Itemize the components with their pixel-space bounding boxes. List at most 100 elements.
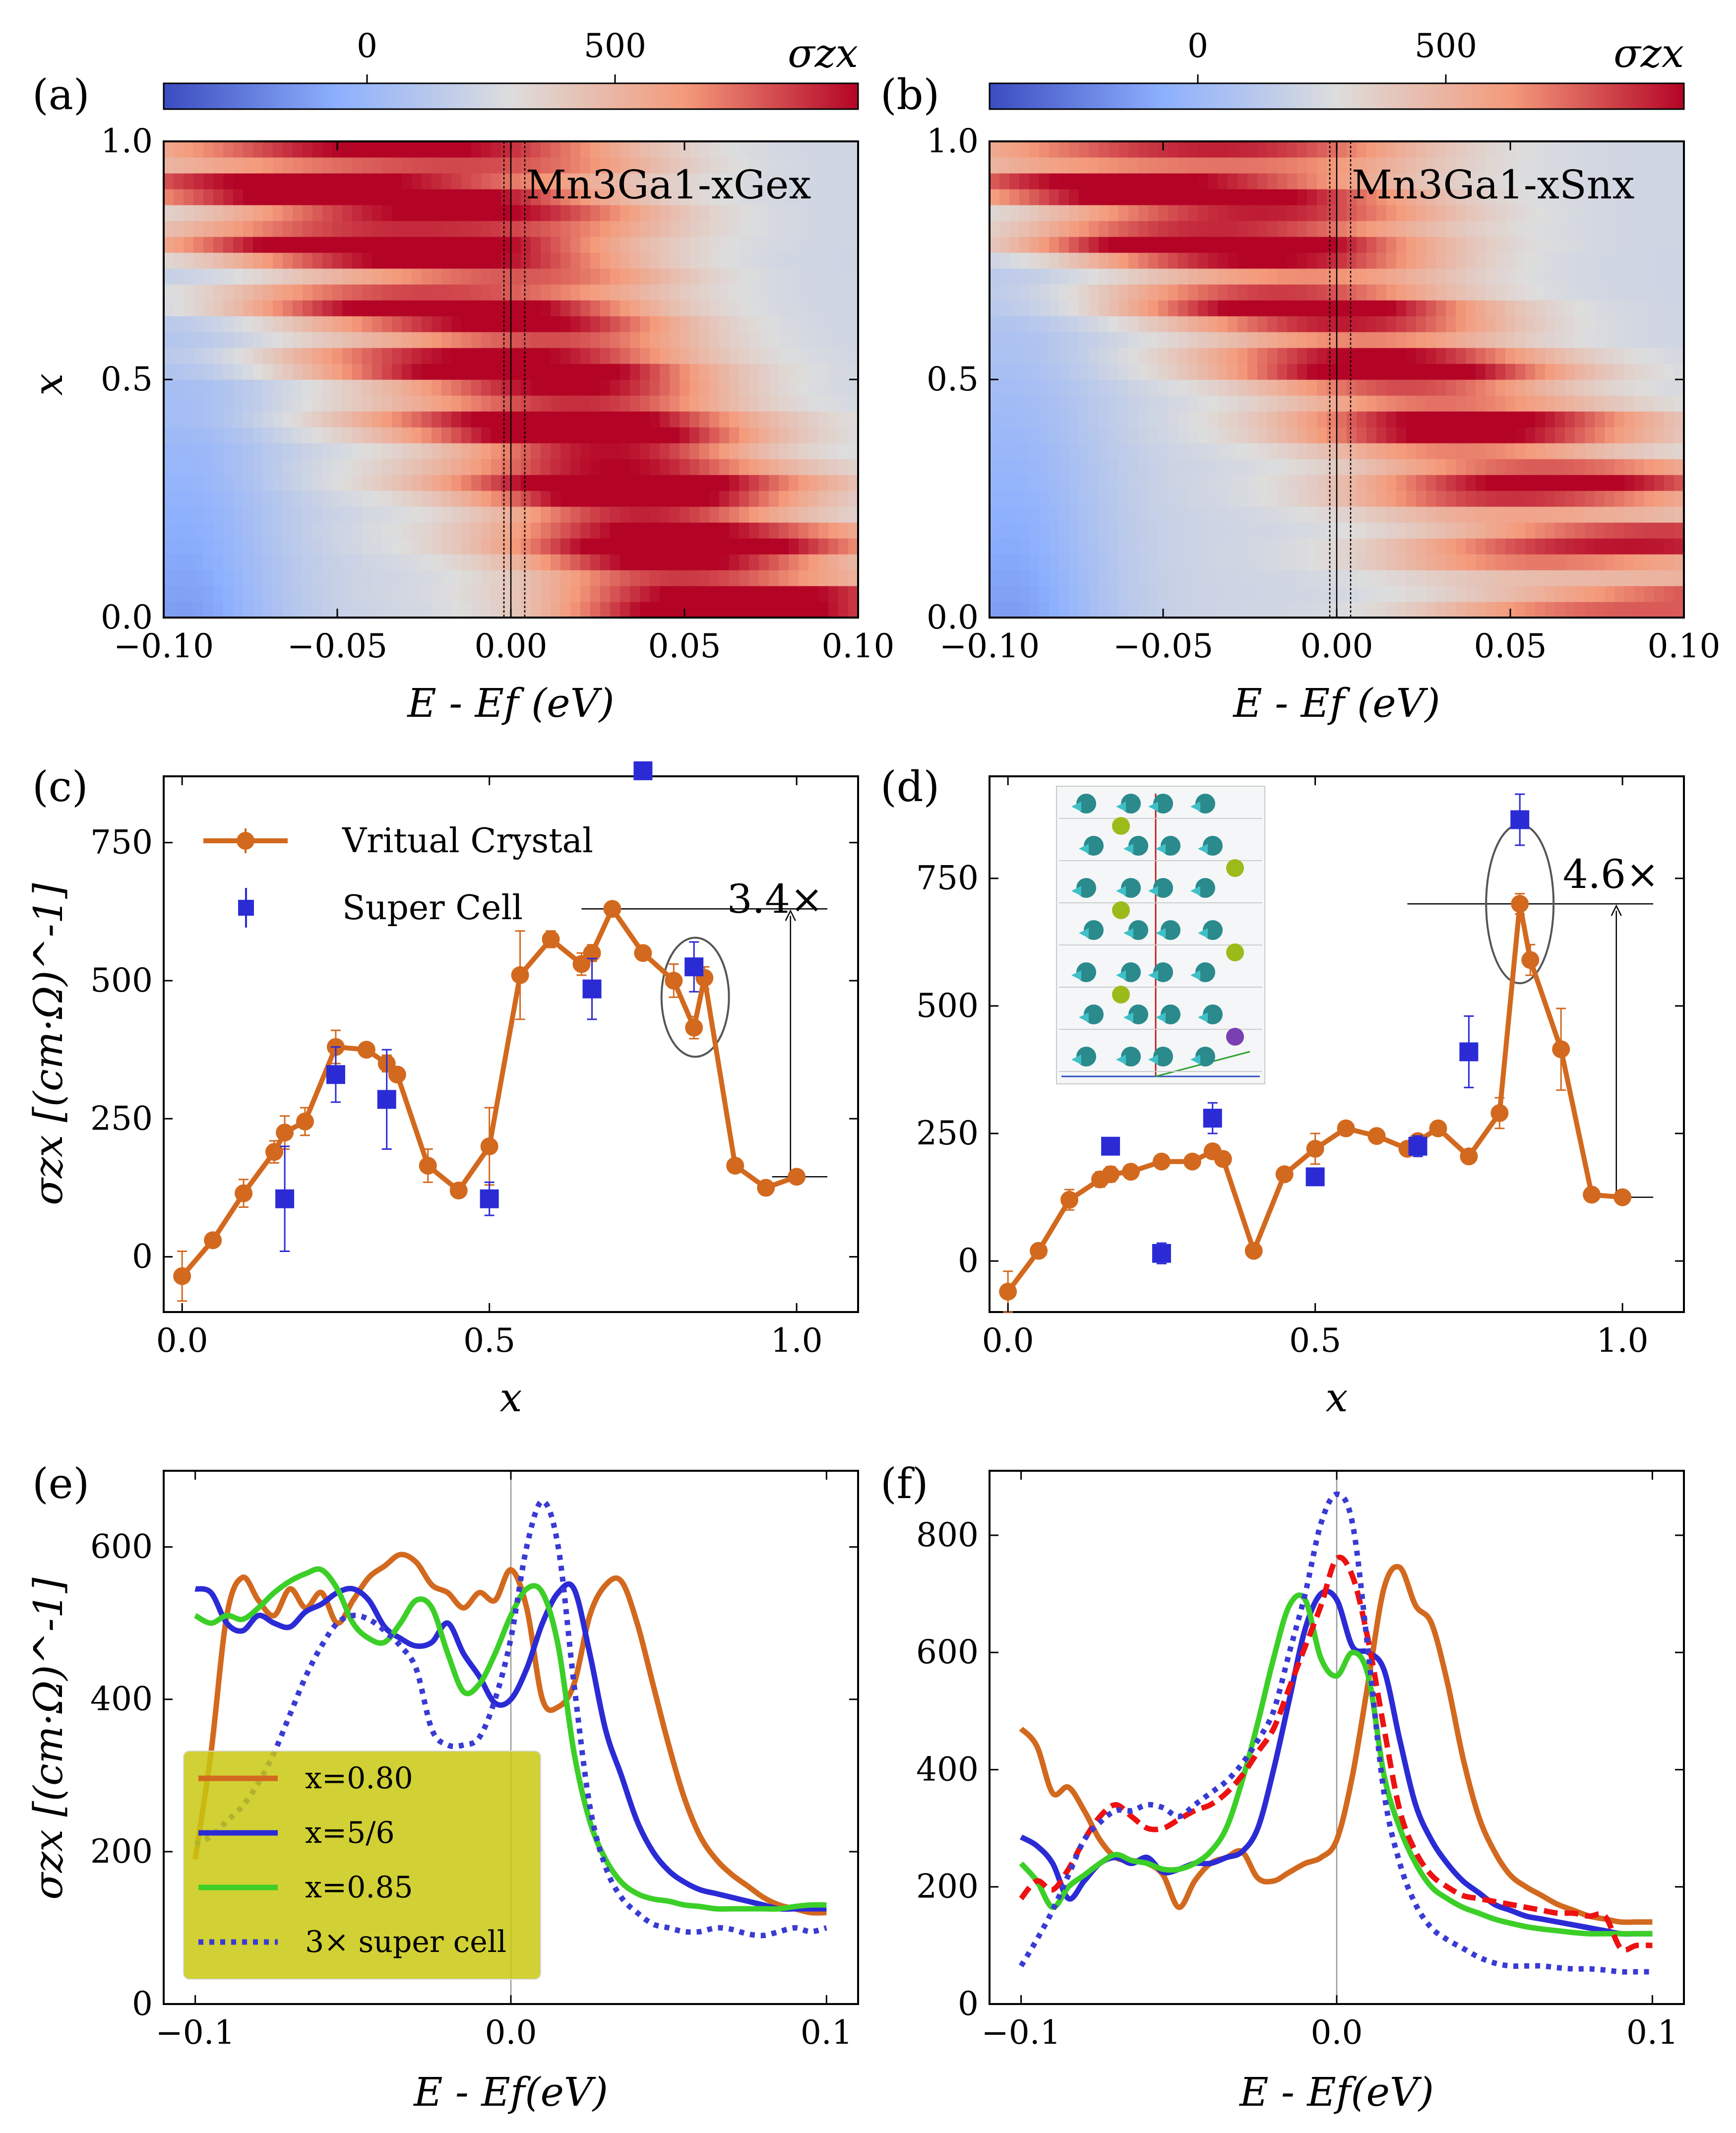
- heatmap-cell: [1605, 411, 1615, 428]
- heatmap-cell: [164, 141, 174, 158]
- heatmap-cell: [1297, 332, 1307, 348]
- heatmap-cell: [1267, 443, 1278, 459]
- heatmap-cell: [1228, 141, 1238, 158]
- heatmap-cell: [1337, 157, 1347, 174]
- heatmap-cell: [1188, 475, 1198, 491]
- heatmap-cell: [1525, 268, 1536, 285]
- heatmap-cell: [759, 316, 769, 332]
- heatmap-cell: [1614, 427, 1625, 443]
- heatmap-cell: [1297, 237, 1307, 253]
- heatmap-cell: [1535, 237, 1546, 253]
- heatmap-cell: [990, 427, 1000, 443]
- heatmap-cell: [1495, 570, 1506, 586]
- heatmap-cell: [1099, 364, 1109, 380]
- heatmap-cell: [660, 268, 670, 285]
- heatmap-cell: [1436, 364, 1446, 380]
- heatmap-cell: [1228, 395, 1238, 412]
- heatmap-cell: [1118, 348, 1129, 364]
- heatmap-cell: [471, 538, 482, 555]
- heatmap-cell: [1614, 173, 1625, 189]
- heatmap-cell: [1406, 427, 1417, 443]
- heatmap-cell: [1208, 189, 1218, 205]
- heatmap-cell: [1624, 554, 1635, 570]
- heatmap-cell: [1426, 586, 1436, 602]
- heatmap-cell: [1664, 189, 1674, 205]
- heatmap-cell: [1396, 586, 1407, 602]
- heatmap-cell: [779, 268, 789, 285]
- heatmap-cell: [213, 506, 224, 523]
- heatmap-cell: [1416, 395, 1426, 412]
- heatmap-cell: [1089, 348, 1099, 364]
- heatmap-cell: [1585, 411, 1595, 428]
- heatmap-cell: [1366, 427, 1377, 443]
- heatmap-cell: [1039, 522, 1050, 539]
- heatmap-cell: [1386, 570, 1397, 586]
- heatmap-cell: [1495, 427, 1506, 443]
- heatmap-cell: [749, 364, 759, 380]
- vc-point: [1244, 1242, 1263, 1260]
- heatmap-cell: [600, 602, 611, 618]
- heatmap-cell: [551, 427, 561, 443]
- heatmap-cell: [650, 268, 660, 285]
- heatmap-cell: [551, 586, 561, 602]
- heatmap-cell: [719, 141, 730, 158]
- heatmap-cell: [1317, 538, 1327, 555]
- heatmap-cell: [1565, 157, 1575, 174]
- heatmap-cell: [650, 332, 660, 348]
- heatmap-cell: [1426, 395, 1436, 412]
- heatmap-cell: [1585, 379, 1595, 396]
- heatmap-cell: [1158, 364, 1169, 380]
- heatmap-cell: [233, 205, 244, 221]
- heatmap-cell: [1307, 570, 1317, 586]
- heatmap-cell: [1208, 379, 1218, 396]
- heatmap-cell: [521, 221, 531, 237]
- heatmap-cell: [322, 332, 333, 348]
- heatmap-cell: [1555, 411, 1565, 428]
- moment-arrow: [1198, 844, 1208, 854]
- heatmap-cell: [461, 570, 472, 586]
- heatmap-cell: [382, 379, 392, 396]
- heatmap-cell: [580, 459, 591, 475]
- heatmap-cell: [1357, 506, 1367, 523]
- legend-c-label-vc: Vritual Crystal: [342, 821, 593, 861]
- heatmap-cell: [1069, 522, 1079, 539]
- heatmap-cell: [1029, 586, 1040, 602]
- heatmap-cell: [630, 300, 640, 316]
- heatmap-cell: [1565, 300, 1575, 316]
- heatmap-cell: [680, 475, 690, 491]
- heatmap-cell: [570, 205, 581, 221]
- heatmap-cell: [670, 364, 680, 380]
- heatmap-cell: [1614, 221, 1625, 237]
- heatmap-cell: [1099, 602, 1109, 618]
- heatmap-cell: [253, 252, 263, 269]
- heatmap-cell: [1158, 506, 1169, 523]
- heatmap-cell: [1307, 205, 1317, 221]
- heatmap-cell: [531, 348, 541, 364]
- heatmap-cell: [1049, 411, 1059, 428]
- heatmap-cell: [620, 141, 630, 158]
- heatmap-cell: [1614, 141, 1625, 158]
- heatmap-cell: [1357, 427, 1367, 443]
- heatmap-cell: [293, 602, 303, 618]
- heatmap-cell: [1476, 252, 1486, 269]
- sc-point: [684, 957, 704, 977]
- heatmap-cell: [322, 538, 333, 555]
- heatmap-cell: [1466, 173, 1476, 189]
- heatmap-cell: [689, 427, 700, 443]
- heatmap-cell: [1505, 570, 1516, 586]
- heatmap-cell: [1079, 443, 1089, 459]
- heatmap-cell: [352, 141, 363, 158]
- heatmap-cell: [1089, 491, 1099, 507]
- heatmap-cell: [789, 538, 799, 555]
- heatmap-cell: [1109, 348, 1119, 364]
- heatmap-cell: [1634, 364, 1645, 380]
- heatmap-cell: [1614, 506, 1625, 523]
- heatmap-cell: [1555, 554, 1565, 570]
- heatmap-cell: [680, 300, 690, 316]
- heatmap-cell: [1634, 284, 1645, 301]
- heatmap-cell: [372, 237, 382, 253]
- heatmap-cell: [501, 348, 511, 364]
- heatmap-cell: [203, 538, 214, 555]
- heatmap-cell: [1476, 221, 1486, 237]
- heatmap-cell: [1257, 252, 1268, 269]
